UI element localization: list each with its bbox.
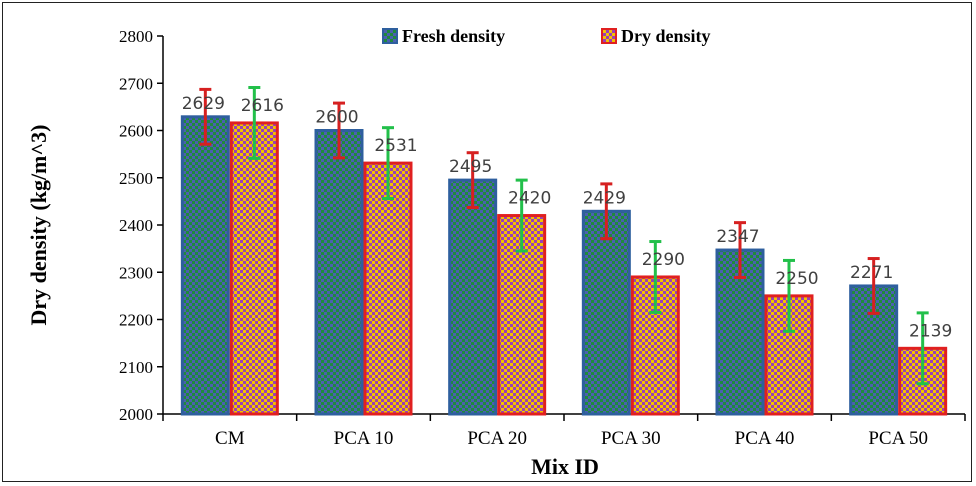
bars [180,115,948,416]
fresh-density-value-label: 2347 [716,227,759,247]
fresh-density-value-label: 2600 [315,108,358,128]
fresh-density-bar [180,115,230,416]
legend-label-fresh: Fresh density [402,26,505,46]
y-tick-label: 2100 [119,358,153,377]
y-tick-label: 2800 [119,27,153,46]
dry-density-bar [229,121,279,416]
legend-swatch-fresh [382,28,398,44]
dry-density-value-label: 2420 [508,189,551,209]
y-tick-label: 2000 [119,405,153,424]
y-axis-title: Dry density (kg/m^3) [26,125,51,326]
dry-density-value-label: 2139 [909,321,952,341]
legend: Fresh density Dry density [382,26,711,46]
fresh-density-bar [581,209,631,416]
x-axis-title: Mix ID [531,454,599,479]
fresh-density-value-label: 2495 [449,157,492,177]
axes: 2000 2100 2200 2300 2400 2500 2600 2700 2800 CM PC… [119,27,966,449]
dry-density-value-label: 2616 [241,96,284,116]
legend-swatch-dry [601,28,617,44]
dry-density-value-label: 2250 [775,269,818,289]
y-tick-label: 2200 [119,311,153,330]
legend-label-dry: Dry density [621,26,711,46]
y-tick-label: 2700 [119,74,153,93]
x-tick-label: PCA 30 [601,428,661,449]
data-labels: 2629 2600 2495 2429 2347 2271 2616 2531 2420 2290… [182,94,953,342]
fresh-density-value-label: 2629 [182,94,225,114]
x-tick-label: CM [215,428,245,449]
dry-density-bar [363,161,413,416]
dry-density-value-label: 2290 [642,250,685,270]
dry-density-value-label: 2531 [374,136,417,156]
x-tick-label: PCA 50 [868,428,928,449]
fresh-density-bar [448,178,498,416]
error-bars [199,86,929,386]
fresh-density-value-label: 2271 [850,263,893,283]
x-tick-label: PCA 40 [735,428,795,449]
y-tick-label: 2600 [119,122,153,141]
y-tick-label: 2300 [119,263,153,282]
x-tick-label: PCA 20 [467,428,527,449]
x-tick-label: PCA 10 [334,428,394,449]
y-tick-label: 2400 [119,216,153,235]
dry-density-bar [764,294,814,416]
y-tick-label: 2500 [119,169,153,188]
fresh-density-bar [314,129,364,416]
fresh-density-value-label: 2429 [583,188,626,208]
